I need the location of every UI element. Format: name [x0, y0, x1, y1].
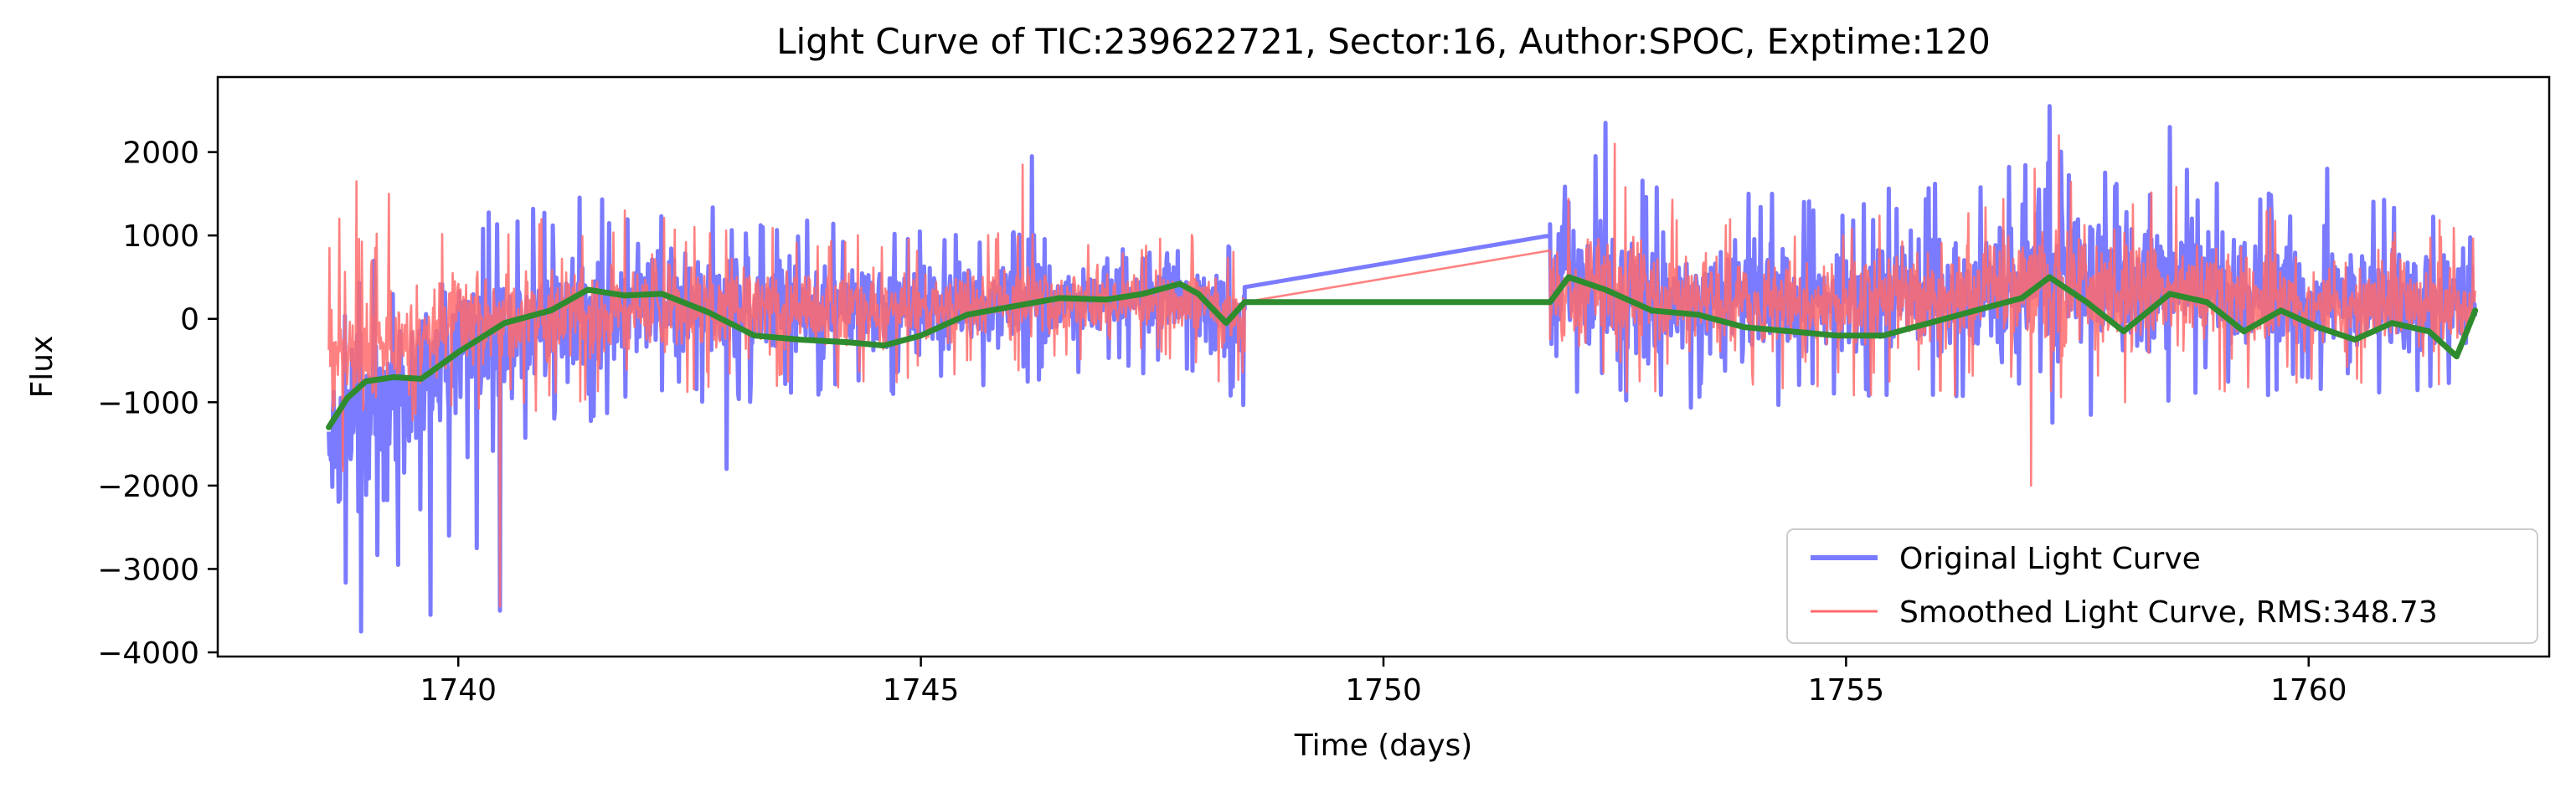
- y-tick-label: 1000: [122, 219, 199, 254]
- y-tick-label: 0: [180, 303, 199, 337]
- legend-label-smoothed: Smoothed Light Curve, RMS:348.73: [1899, 595, 2438, 630]
- legend-label-original: Original Light Curve: [1899, 542, 2201, 576]
- y-tick-label: −1000: [97, 386, 199, 420]
- legend-box: [1786, 528, 2538, 644]
- series-layer: [326, 104, 2479, 634]
- x-axis: 1740 1745 1750 1755 1760: [420, 657, 2347, 708]
- series-smoothed-line: [327, 134, 2476, 608]
- y-tick-label: −3000: [97, 553, 199, 587]
- y-tick-label: 2000: [122, 136, 199, 171]
- y-tick-label: −2000: [97, 470, 199, 504]
- series-trend-line: [326, 274, 2479, 430]
- x-tick-label: 1760: [2270, 673, 2347, 708]
- x-tick-label: 1745: [883, 673, 960, 708]
- y-axis: −4000 −3000 −2000 −1000 0 1000 2000: [97, 136, 218, 671]
- x-tick-label: 1740: [420, 673, 497, 708]
- x-tick-label: 1750: [1345, 673, 1422, 708]
- x-tick-label: 1755: [1808, 673, 1885, 708]
- y-axis-label: Flux: [25, 336, 59, 399]
- chart-title: Light Curve of TIC:239622721, Sector:16,…: [776, 21, 1991, 62]
- legend: Original Light Curve Smoothed Light Curv…: [1786, 528, 2538, 644]
- x-axis-label: Time (days): [1294, 729, 1473, 763]
- y-tick-label: −4000: [97, 636, 199, 671]
